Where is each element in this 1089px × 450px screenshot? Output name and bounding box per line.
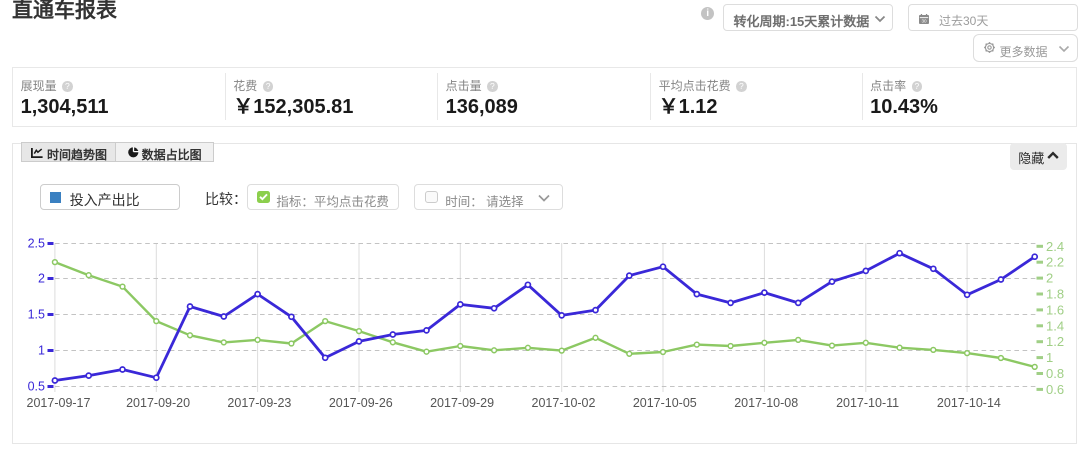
- svg-text:1.4: 1.4: [1046, 318, 1064, 333]
- svg-text:2017-10-08: 2017-10-08: [734, 396, 798, 410]
- svg-text:0.8: 0.8: [1046, 366, 1064, 381]
- svg-text:1.6: 1.6: [1046, 302, 1064, 317]
- svg-text:2017-09-17: 2017-09-17: [27, 396, 91, 410]
- svg-text:0.6: 0.6: [1046, 382, 1064, 397]
- svg-text:2017-10-14: 2017-10-14: [937, 396, 1001, 410]
- svg-text:30: 30: [921, 19, 927, 24]
- svg-text:1.2: 1.2: [1046, 334, 1064, 349]
- svg-text:2: 2: [1046, 271, 1053, 286]
- svg-text:2017-09-23: 2017-09-23: [227, 396, 291, 410]
- svg-text:2.5: 2.5: [28, 237, 45, 251]
- svg-text:1.5: 1.5: [28, 308, 45, 322]
- svg-text:2017-10-05: 2017-10-05: [633, 396, 697, 410]
- svg-text:1: 1: [1046, 350, 1053, 365]
- svg-text:1.8: 1.8: [1046, 287, 1064, 302]
- svg-text:0.5: 0.5: [28, 380, 45, 394]
- svg-text:2017-09-29: 2017-09-29: [430, 396, 494, 410]
- svg-text:1: 1: [38, 344, 45, 358]
- svg-text:2017-10-11: 2017-10-11: [836, 396, 899, 410]
- svg-text:2.4: 2.4: [1046, 239, 1064, 254]
- svg-text:2017-09-26: 2017-09-26: [329, 396, 393, 410]
- svg-text:2.2: 2.2: [1046, 255, 1064, 270]
- svg-text:2017-09-20: 2017-09-20: [126, 396, 190, 410]
- svg-text:2: 2: [38, 272, 45, 286]
- svg-text:2017-10-02: 2017-10-02: [532, 396, 596, 410]
